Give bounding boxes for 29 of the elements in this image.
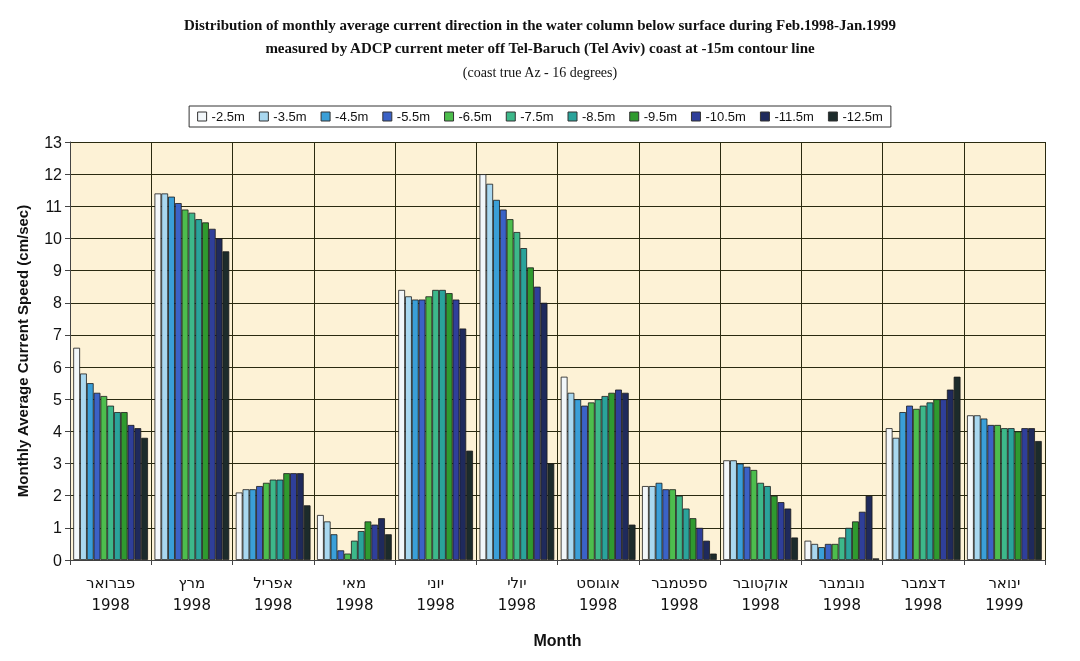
y-tick-label: 3: [53, 455, 63, 473]
chart-subtitle: (coast true Az - 16 degrees): [462, 64, 618, 81]
y-tick-label: 7: [53, 326, 63, 344]
y-tick-label: 1: [53, 519, 63, 537]
y-tick-label: 11: [45, 197, 63, 215]
y-tick-label: 4: [53, 422, 63, 440]
legend-label: -9.5m: [643, 109, 677, 124]
legend-label: -4.5m: [335, 109, 369, 124]
y-tick-label: 12: [44, 165, 63, 183]
chart-title: Distribution of monthly average current direction in the water column below surface during Feb.1998-Jan.1999 measured by ADCP current meter off Tel-Baruch (Tel Aviv) coast at -15m contour line: [183, 16, 897, 57]
y-tick-label: 0: [53, 551, 63, 569]
y-tick-label: 2: [53, 487, 63, 505]
y-tick-label: 6: [53, 358, 63, 376]
legend-label: -5.5m: [396, 109, 431, 124]
x-axis-title: Month: [533, 631, 582, 649]
y-tick-label: 8: [53, 294, 63, 312]
y-axis-title: Monthly Average Current Speed (cm/sec): [14, 204, 31, 498]
legend-label: -10.5m: [705, 109, 746, 124]
y-tick-label: 5: [53, 390, 63, 408]
legend-label: -8.5m: [582, 109, 616, 124]
y-tick-label: 13: [44, 133, 63, 151]
legend-label: -6.5m: [458, 109, 492, 124]
legend-label: -2.5m: [211, 109, 245, 124]
y-tick-label: 10: [44, 229, 63, 247]
legend-label: -3.5m: [273, 109, 307, 124]
y-tick-label: 9: [53, 262, 63, 280]
legend-label: -7.5m: [520, 109, 554, 124]
legend-label: -12.5m: [842, 109, 883, 124]
legend-label: -11.5m: [774, 109, 814, 124]
